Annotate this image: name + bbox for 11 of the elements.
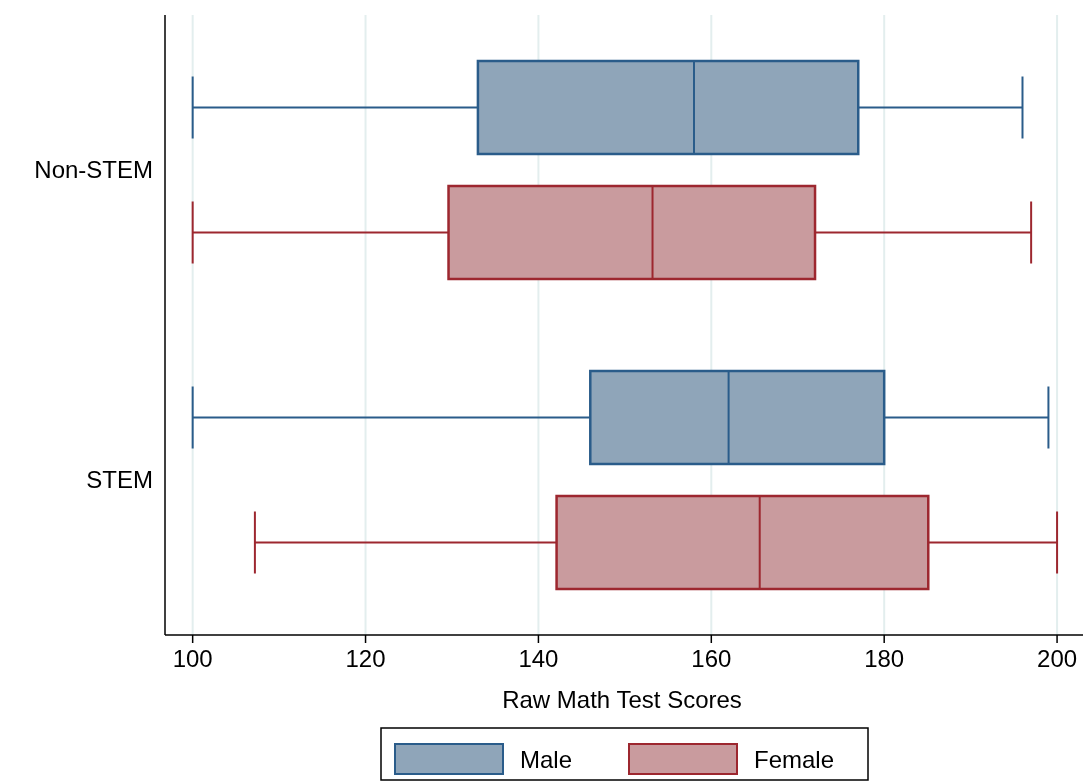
x-tick-label: 200 xyxy=(1037,645,1078,672)
y-tick-label: Non-STEM xyxy=(34,156,153,183)
x-tick-label: 180 xyxy=(864,645,905,672)
x-tick-label: 160 xyxy=(691,645,732,672)
x-axis-title: Raw Math Test Scores xyxy=(502,686,742,713)
x-tick-label: 120 xyxy=(345,645,386,672)
legend-label: Female xyxy=(754,746,835,773)
x-tick-label: 100 xyxy=(172,645,213,672)
x-tick-label: 140 xyxy=(518,645,559,672)
y-tick-label: STEM xyxy=(86,466,153,493)
legend-label: Male xyxy=(520,746,573,773)
